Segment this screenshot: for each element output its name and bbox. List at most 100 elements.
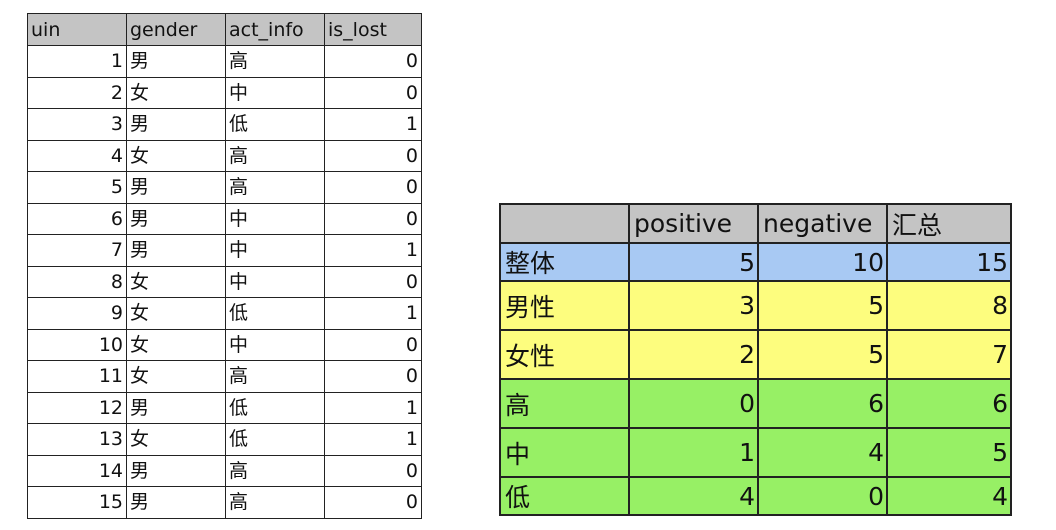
table-cell: 男 (126, 486, 226, 519)
summary-cell: 8 (886, 280, 1012, 331)
table-cell: 男 (126, 202, 226, 235)
table-cell: 1 (324, 391, 422, 424)
summary-cell: 1 (628, 427, 759, 478)
table-cell: 中 (225, 202, 325, 235)
table-cell: 13 (27, 423, 127, 456)
row-label: 中 (499, 427, 630, 478)
table-cell: 高 (225, 486, 325, 519)
row-label: 男性 (499, 280, 630, 331)
table-cell: 男 (126, 454, 226, 487)
table-cell: 0 (324, 454, 422, 487)
column-header: positive (628, 203, 759, 244)
table-row: 12 男低 1 (27, 391, 422, 424)
summary-row: 男性 3 5 8 (499, 280, 1012, 331)
summary-cell: 2 (628, 329, 759, 380)
table-cell: 女 (126, 265, 226, 298)
table-cell: 9 (27, 297, 127, 330)
summary-cell: 3 (628, 280, 759, 331)
column-header: is_lost (324, 13, 422, 46)
summary-cell: 4 (628, 476, 759, 516)
column-header: gender (126, 13, 226, 46)
table-cell: 女 (126, 139, 226, 172)
table-cell: 1 (324, 234, 422, 267)
row-label: 低 (499, 476, 630, 516)
table-cell: 1 (324, 423, 422, 456)
table-cell: 男 (126, 391, 226, 424)
table-cell: 5 (27, 171, 127, 204)
summary-table: positive negative 汇总 整体 5 10 15 男性 3 5 8 女性 2 5 7 高 0 6 6 中… (499, 203, 1012, 516)
table-cell: 中 (225, 265, 325, 298)
table-cell: 低 (225, 297, 325, 330)
table-cell: 男 (126, 108, 226, 141)
summary-cell: 6 (757, 378, 888, 429)
table-cell: 3 (27, 108, 127, 141)
summary-cell: 5 (757, 280, 888, 331)
table-cell: 女 (126, 423, 226, 456)
table-cell: 中 (225, 234, 325, 267)
table-cell: 0 (324, 328, 422, 361)
table-cell: 0 (324, 45, 422, 78)
table-cell: 高 (225, 45, 325, 78)
table-row: 15 男高 0 (27, 486, 422, 519)
table-cell: 0 (324, 265, 422, 298)
summary-row: 女性 2 5 7 (499, 329, 1012, 380)
row-label: 整体 (499, 242, 630, 282)
table-cell: 女 (126, 360, 226, 393)
table-cell: 高 (225, 171, 325, 204)
table-cell: 男 (126, 171, 226, 204)
table-cell: 女 (126, 328, 226, 361)
table-cell: 中 (225, 328, 325, 361)
summary-row: 整体 5 10 15 (499, 242, 1012, 282)
summary-cell: 5 (628, 242, 759, 282)
summary-cell: 0 (757, 476, 888, 516)
table-cell: 中 (225, 76, 325, 109)
summary-cell: 10 (757, 242, 888, 282)
table-cell: 0 (324, 139, 422, 172)
table-cell: 15 (27, 486, 127, 519)
table-row: 13 女低 1 (27, 423, 422, 456)
table-cell: 0 (324, 171, 422, 204)
table-cell: 女 (126, 297, 226, 330)
table-cell: 高 (225, 454, 325, 487)
table-cell: 低 (225, 423, 325, 456)
table-cell: 0 (324, 76, 422, 109)
table-cell: 6 (27, 202, 127, 235)
table-header-row: uin gender act_info is_lost (27, 13, 422, 46)
table-cell: 1 (324, 108, 422, 141)
table-cell: 8 (27, 265, 127, 298)
summary-cell: 4 (886, 476, 1012, 516)
summary-cell: 5 (757, 329, 888, 380)
column-header: 汇总 (886, 203, 1012, 244)
row-label: 高 (499, 378, 630, 429)
table-cell: 高 (225, 139, 325, 172)
table-cell: 高 (225, 360, 325, 393)
summary-cell: 0 (628, 378, 759, 429)
table-cell: 7 (27, 234, 127, 267)
table-cell: 10 (27, 328, 127, 361)
row-label: 女性 (499, 329, 630, 380)
summary-cell: 4 (757, 427, 888, 478)
table-row: 10 女中 0 (27, 328, 422, 361)
summary-cell: 6 (886, 378, 1012, 429)
column-header: uin (27, 13, 127, 46)
summary-cell: 5 (886, 427, 1012, 478)
column-header: act_info (225, 13, 325, 46)
table-cell: 男 (126, 45, 226, 78)
table-row: 14 男高 0 (27, 454, 422, 487)
table-cell: 1 (27, 45, 127, 78)
table-cell: 女 (126, 76, 226, 109)
summary-header-row: positive negative 汇总 (499, 203, 1012, 244)
table-cell: 低 (225, 108, 325, 141)
raw-data-table: uin gender act_info is_lost 1 男高 0 2 女中 0 3 男低 1 4 女高 0… (27, 13, 422, 519)
